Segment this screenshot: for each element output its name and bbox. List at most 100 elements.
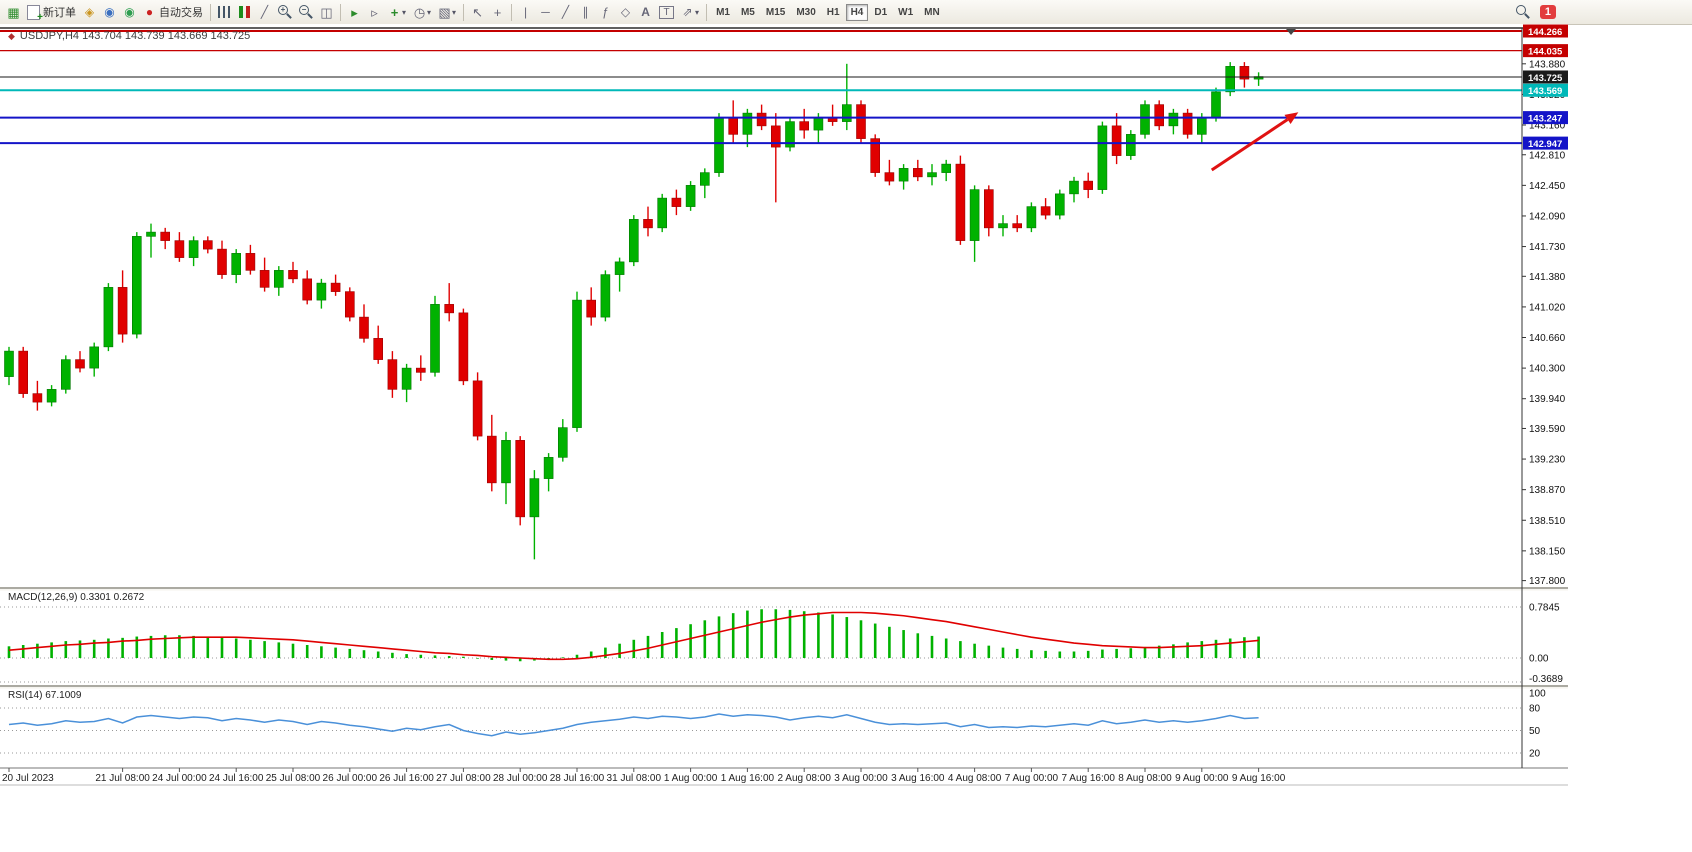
- timeframe-h1[interactable]: H1: [826, 6, 840, 18]
- line-chart-button[interactable]: ╱: [255, 2, 274, 22]
- svg-text:0.7845: 0.7845: [1529, 603, 1560, 614]
- trendline-icon: ╱: [561, 4, 570, 19]
- zoom-in-icon: +: [278, 5, 292, 19]
- svg-text:100: 100: [1529, 689, 1546, 700]
- tile-windows-button[interactable]: ◫: [317, 2, 336, 22]
- text-label-icon: T: [659, 5, 675, 19]
- bar-chart-icon: [218, 6, 231, 18]
- notification-badge[interactable]: 1: [1539, 5, 1556, 19]
- svg-text:141.380: 141.380: [1529, 272, 1566, 283]
- main-toolbar: ▦ + 新订单 ◈ ◉ ◉ ● 自动交易 ╱ + − ◫ ▸ ▹ + ▾ ◷ ▾ ▧ ▾ …: [0, 0, 1692, 25]
- svg-text:142.810: 142.810: [1529, 150, 1566, 161]
- svg-text:143.880: 143.880: [1529, 59, 1566, 70]
- svg-text:7 Aug 16:00: 7 Aug 16:00: [1062, 773, 1116, 784]
- svg-text:31 Jul 08:00: 31 Jul 08:00: [607, 773, 662, 784]
- chart-shift-button[interactable]: ▹: [365, 2, 384, 22]
- svg-text:138.510: 138.510: [1529, 516, 1566, 527]
- clock-icon: ◷: [413, 4, 426, 20]
- timeframe-m30[interactable]: M30: [796, 6, 816, 18]
- price-axis[interactable]: 143.880143.520143.160142.810142.450142.0…: [1521, 24, 1568, 769]
- shapes-button[interactable]: ◇: [616, 2, 635, 22]
- chevron-down-icon: ▾: [695, 7, 700, 17]
- fibonacci-button[interactable]: ƒ: [596, 2, 615, 22]
- timeframe-m5[interactable]: M5: [740, 6, 755, 18]
- svg-text:139.940: 139.940: [1529, 394, 1566, 405]
- horizontal-line-objects[interactable]: [0, 30, 1522, 145]
- new-order-icon: +: [27, 4, 43, 22]
- candlestick-series: [4, 62, 1264, 560]
- timeframe-d1[interactable]: D1: [874, 6, 888, 18]
- text-label-button[interactable]: T: [656, 2, 677, 22]
- chart-shift-marker[interactable]: [1286, 29, 1296, 35]
- channel-icon: ∥: [582, 4, 589, 19]
- new-chart-icon: ▦: [7, 4, 20, 20]
- tile-windows-icon: ◫: [320, 4, 333, 20]
- timeframe-w1[interactable]: W1: [898, 6, 914, 18]
- zoom-out-button[interactable]: −: [296, 2, 316, 22]
- templates-button[interactable]: ▧ ▾: [435, 2, 459, 22]
- new-order-button[interactable]: + 新订单: [24, 2, 79, 22]
- auto-scroll-button[interactable]: ▸: [345, 2, 364, 22]
- svg-text:1 Aug 16:00: 1 Aug 16:00: [721, 773, 775, 784]
- svg-text:143.247: 143.247: [1528, 113, 1562, 124]
- timeframe-m1[interactable]: M1: [716, 6, 730, 18]
- pane-separators[interactable]: [0, 27, 1568, 786]
- auto-scroll-icon: ▸: [351, 4, 358, 20]
- svg-text:144.266: 144.266: [1528, 27, 1562, 38]
- time-axis[interactable]: 20 Jul 2023 21 Jul 08:00 24 Jul 00:00 24 Ju…: [2, 768, 1286, 784]
- search-button[interactable]: [1513, 2, 1533, 22]
- svg-text:1 Aug 00:00: 1 Aug 00:00: [664, 773, 718, 784]
- svg-text:137.800: 137.800: [1529, 576, 1566, 587]
- svg-text:143.160: 143.160: [1529, 121, 1566, 132]
- chart-shift-icon: ▹: [371, 4, 378, 20]
- auto-trading-icon: ●: [145, 4, 154, 19]
- auto-trading-button[interactable]: ● 自动交易: [140, 2, 206, 22]
- vertical-line-button[interactable]: |: [516, 2, 535, 22]
- svg-text:20 Jul 2023: 20 Jul 2023: [2, 773, 54, 784]
- svg-text:139.230: 139.230: [1529, 455, 1566, 466]
- trendline-button[interactable]: ╱: [556, 2, 575, 22]
- text-icon: A: [641, 4, 650, 19]
- periods-button[interactable]: ◷ ▾: [410, 2, 434, 22]
- trend-arrow-annotation[interactable]: [1210, 112, 1299, 172]
- svg-text:0.00: 0.00: [1529, 654, 1549, 665]
- cursor-button[interactable]: ↖: [468, 2, 487, 22]
- fibonacci-icon: ƒ: [602, 4, 609, 19]
- svg-text:141.020: 141.020: [1529, 302, 1566, 313]
- community-icon: ◉: [124, 4, 135, 19]
- svg-text:143.569: 143.569: [1528, 86, 1562, 97]
- timeframe-h4[interactable]: H4: [845, 3, 869, 21]
- svg-text:138.870: 138.870: [1529, 485, 1566, 496]
- price-chart-canvas[interactable]: 143.880143.520143.160142.810142.450142.0…: [0, 24, 1568, 786]
- timeframe-mn[interactable]: MN: [924, 6, 940, 18]
- svg-text:4 Aug 08:00: 4 Aug 08:00: [948, 773, 1002, 784]
- horizontal-line-button[interactable]: ─: [536, 2, 555, 22]
- chevron-down-icon: ▾: [452, 7, 457, 17]
- arrows-button[interactable]: ⇗ ▾: [678, 2, 702, 22]
- new-chart-button[interactable]: ▦: [4, 2, 23, 22]
- zoom-in-button[interactable]: +: [275, 2, 295, 22]
- crosshair-button[interactable]: +: [488, 2, 507, 22]
- rsi-pane: [0, 707, 1522, 754]
- indicators-button[interactable]: + ▾: [385, 2, 409, 22]
- svg-text:28 Jul 00:00: 28 Jul 00:00: [493, 773, 548, 784]
- expert-advisors-icon: ◈: [84, 4, 95, 19]
- svg-text:24 Jul 16:00: 24 Jul 16:00: [209, 773, 264, 784]
- bar-chart-button[interactable]: [215, 2, 234, 22]
- community-button[interactable]: ◉: [120, 2, 139, 22]
- candlestick-chart-button[interactable]: [235, 2, 254, 22]
- chart-window[interactable]: 143.880143.520143.160142.810142.450142.0…: [0, 24, 1568, 786]
- svg-text:2 Aug 08:00: 2 Aug 08:00: [778, 773, 832, 784]
- vertical-line-icon: |: [523, 4, 528, 19]
- toolbar-separator: [210, 3, 211, 21]
- macd-signal-line: [8, 611, 1259, 661]
- svg-text:21 Jul 08:00: 21 Jul 08:00: [95, 773, 150, 784]
- expert-advisors-button[interactable]: ◈: [80, 2, 99, 22]
- crosshair-icon: +: [493, 4, 502, 20]
- timeframe-m15[interactable]: M15: [765, 6, 786, 18]
- channel-button[interactable]: ∥: [576, 2, 595, 22]
- svg-text:9 Aug 00:00: 9 Aug 00:00: [1175, 773, 1229, 784]
- text-button[interactable]: A: [636, 2, 655, 22]
- chevron-down-icon: ▾: [427, 7, 432, 17]
- profiles-button[interactable]: ◉: [100, 2, 119, 22]
